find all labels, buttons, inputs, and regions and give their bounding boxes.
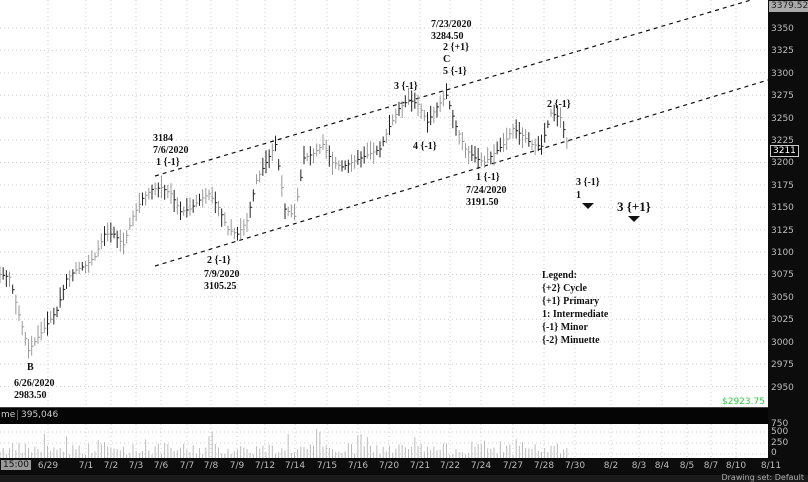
annotation-b: B bbox=[27, 362, 34, 373]
x-tick-label: 8/3 bbox=[631, 461, 647, 471]
annotation-c-price: 3284.50 bbox=[431, 31, 464, 42]
y-tick-label: 2975 bbox=[771, 360, 794, 371]
annotation-low-label: 1 {-1} bbox=[476, 172, 500, 183]
legend-item: {-1} Minor bbox=[542, 322, 588, 333]
x-tick-label: 7/27 bbox=[502, 461, 524, 471]
y-tick-label: 3200 bbox=[771, 158, 794, 169]
y-tick-label: 3325 bbox=[771, 46, 794, 57]
y-tick-label: 3000 bbox=[771, 337, 794, 348]
volume-label: me bbox=[1, 410, 16, 420]
x-tick-label: 7/28 bbox=[533, 461, 555, 471]
price-chart-svg bbox=[0, 0, 769, 407]
legend-item: {+1} Primary bbox=[542, 296, 600, 307]
annotation-w1-price: 3184 bbox=[153, 133, 173, 144]
annotation-w2-price: 3105.25 bbox=[204, 281, 237, 292]
y-tick-label: 3275 bbox=[771, 91, 794, 102]
annotation-c-label: C bbox=[443, 54, 451, 65]
x-tick-label: 7/7 bbox=[179, 461, 195, 471]
legend-title: Legend: bbox=[542, 270, 577, 281]
x-tick-label: 7/2 bbox=[103, 461, 119, 471]
price-axis[interactable]: 3379.52 3350 3325 3300 3275 3250 3225 3200 3175… bbox=[768, 0, 808, 475]
annotation-w4-label: 4 {-1} bbox=[413, 141, 437, 152]
annotation-b-date: 6/26/2020 bbox=[14, 378, 55, 389]
x-tick-label: 8/2 bbox=[603, 461, 619, 471]
y-tick-label: 3150 bbox=[771, 203, 794, 214]
x-tick-label: 7/12 bbox=[254, 461, 276, 471]
annotation-r3-int: 1 bbox=[576, 190, 581, 201]
x-tick-label: 7/22 bbox=[439, 461, 461, 471]
annotation-w1-date: 7/6/2020 bbox=[153, 145, 189, 156]
annotation-w2-label: 2 {-1} bbox=[207, 255, 231, 266]
x-tick-label: 6/29 bbox=[37, 461, 59, 471]
volume-panel[interactable] bbox=[0, 424, 768, 458]
x-tick-label: 8/10 bbox=[725, 461, 747, 471]
down-arrow-icon bbox=[582, 203, 594, 209]
y-tick-label: 3100 bbox=[771, 248, 794, 259]
volume-y-tick-label: 0 bbox=[771, 448, 777, 458]
x-tick-label: 8/5 bbox=[679, 461, 695, 471]
annotation-w2-date: 7/9/2020 bbox=[204, 269, 240, 280]
x-tick-label: 8/4 bbox=[654, 461, 670, 471]
legend-item: {+2} Cycle bbox=[542, 283, 587, 294]
down-arrow-icon bbox=[628, 216, 640, 222]
y-tick-label: 3250 bbox=[771, 113, 794, 124]
lower-channel-line bbox=[154, 79, 769, 267]
x-tick-label: 7/3 bbox=[128, 461, 144, 471]
x-tick-label: 7/9 bbox=[229, 461, 245, 471]
annotation-c-primary: 2 {+1} bbox=[443, 42, 470, 53]
drawing-set-label[interactable]: Drawing set: Default bbox=[721, 473, 804, 482]
annotation-low-price: 3191.50 bbox=[466, 197, 499, 208]
volume-y-tick-label: 750 bbox=[771, 419, 789, 429]
y-tick-label: 3125 bbox=[771, 225, 794, 236]
legend-item: 1: Intermediate bbox=[542, 309, 609, 320]
volume-value: 395,046 bbox=[17, 410, 58, 420]
x-tick-label: 7/15 bbox=[316, 461, 338, 471]
annotation-primary-3: 3 {+1} bbox=[617, 199, 651, 214]
volume-y-tick-label: 250 bbox=[771, 438, 789, 448]
top-price-label: 3379.52 bbox=[769, 1, 808, 12]
volume-y-tick-label: 500 bbox=[771, 427, 789, 437]
legend-item: {-2} Minuette bbox=[542, 335, 600, 346]
upper-channel-line bbox=[154, 0, 754, 177]
time-axis[interactable]: 15:00 6/29 7/1 7/2 7/3 7/6 7/7 7/8 7/9 7/12 7/14 7… bbox=[0, 458, 808, 475]
x-tick-label: 7/16 bbox=[347, 461, 369, 471]
x-tick-label: 7/30 bbox=[564, 461, 586, 471]
x-tick-label: 7/24 bbox=[470, 461, 492, 471]
annotation-low-date: 7/24/2020 bbox=[466, 185, 507, 196]
annotation-r2-label: 2 {-1} bbox=[547, 99, 571, 110]
x-tick-label: 7/20 bbox=[378, 461, 400, 471]
bottom-toolbar: Drawing set: Default bbox=[0, 473, 808, 482]
y-tick-label: 3350 bbox=[771, 24, 794, 34]
last-price-badge: 3211 bbox=[770, 145, 799, 157]
y-tick-label: 3175 bbox=[771, 180, 794, 191]
bottom-price-label: $2923.75 bbox=[722, 397, 765, 407]
annotation-w1-label: 1 {-1} bbox=[156, 157, 180, 168]
x-tick-label: 7/1 bbox=[78, 461, 94, 471]
volume-chart-svg bbox=[0, 424, 768, 458]
y-tick-label: 3050 bbox=[771, 292, 794, 303]
first-x-label: 15:00 bbox=[1, 460, 31, 470]
price-plot[interactable]: B 6/26/2020 2983.50 3184 7/6/2020 1 {-1}… bbox=[0, 0, 769, 407]
x-tick-label: 8/7 bbox=[703, 461, 719, 471]
y-tick-label: 3225 bbox=[771, 136, 794, 147]
x-tick-label: 7/8 bbox=[203, 461, 219, 471]
x-tick-label: 7/14 bbox=[284, 461, 306, 471]
x-tick-label: 7/6 bbox=[153, 461, 169, 471]
annotation-c-date: 7/23/2020 bbox=[431, 19, 472, 30]
annotation-b-price: 2983.50 bbox=[14, 390, 47, 401]
annotation-w3-label: 3 {-1} bbox=[394, 81, 418, 92]
y-tick-label: 2950 bbox=[771, 382, 794, 393]
volume-header: me 395,046 bbox=[0, 407, 768, 425]
y-tick-label: 3075 bbox=[771, 270, 794, 281]
x-tick-label: 7/21 bbox=[409, 461, 431, 471]
annotation-r3-label: 3 {-1} bbox=[576, 177, 600, 188]
y-tick-label: 3300 bbox=[771, 68, 794, 79]
y-tick-label: 3025 bbox=[771, 315, 794, 326]
annotation-c-minor: 5 {-1} bbox=[443, 66, 467, 77]
x-tick-label: 8/11 bbox=[760, 461, 782, 471]
